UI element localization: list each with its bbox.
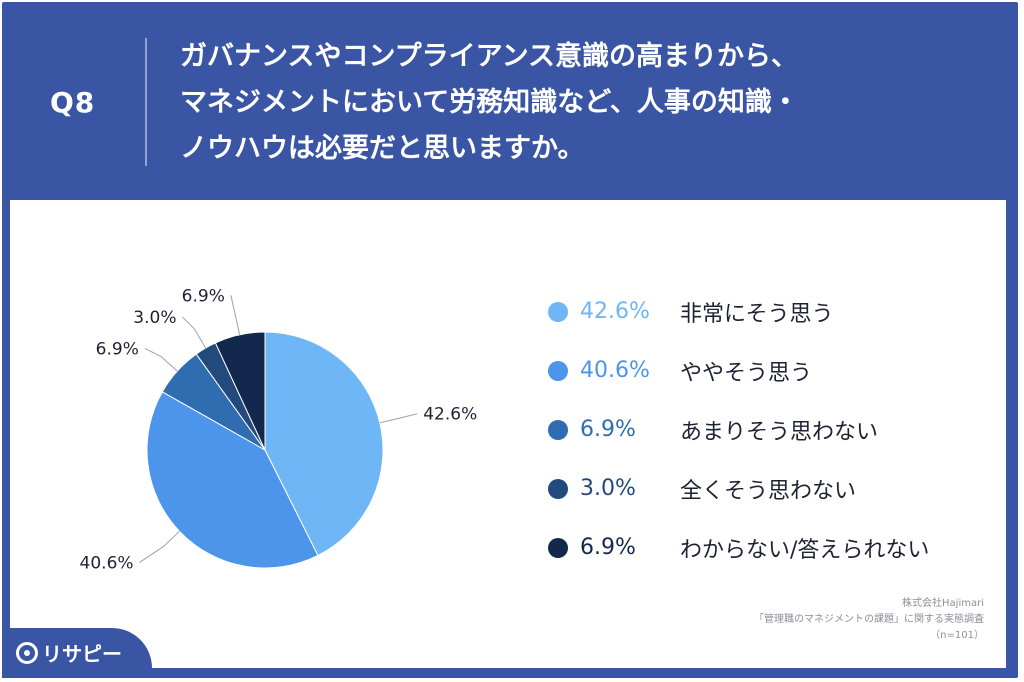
leader-line bbox=[379, 413, 418, 424]
legend-item: 42.6% 非常にそう思う bbox=[548, 282, 988, 341]
legend-swatch bbox=[548, 537, 568, 558]
legend-item: 6.9% あまりそう思わない bbox=[548, 400, 988, 459]
source-line: 株式会社Hajimari bbox=[902, 598, 984, 609]
legend-label: わからない/答えられない bbox=[680, 537, 930, 563]
legend-percent: 40.6% bbox=[580, 358, 650, 383]
legend-swatch bbox=[548, 419, 568, 440]
legend-item: 3.0% 全くそう思わない bbox=[548, 459, 988, 518]
pie-slice bbox=[214, 331, 266, 451]
legend-label: 全くそう思わない bbox=[680, 478, 857, 504]
leader-line bbox=[144, 347, 178, 372]
pie-slice bbox=[264, 331, 384, 557]
question-number: Q8 bbox=[50, 86, 96, 119]
logo-mark-icon bbox=[16, 641, 38, 664]
leader-line bbox=[139, 530, 180, 563]
legend-swatch bbox=[548, 478, 568, 499]
source-line: （n=101） bbox=[930, 630, 984, 641]
header-divider bbox=[145, 38, 147, 166]
legend-percent: 3.0% bbox=[580, 476, 636, 501]
slice-label: 40.6% bbox=[80, 553, 134, 573]
legend-label: 非常にそう思う bbox=[680, 301, 834, 327]
pie-chart: 42.6% 40.6% 6.9% 3.0% 6.9% bbox=[80, 286, 478, 573]
legend-percent: 42.6% bbox=[580, 299, 650, 324]
legend-swatch bbox=[548, 360, 568, 381]
question-title-line: マネジメントにおいて労務知識など、人事の知識・ bbox=[180, 87, 799, 118]
chart-card: 42.6% 40.6% 6.9% 3.0% 6.9% 42.6% 非常にそう思う 40.… bbox=[10, 200, 1006, 668]
logo-text: リサピー bbox=[42, 642, 122, 666]
legend: 42.6% 非常にそう思う 40.6% ややそう思う 6.9% あまりそう思わな… bbox=[548, 282, 988, 577]
source-line: 「管理職のマネジメントの課題」に関する実態調査 bbox=[754, 614, 984, 625]
legend-item: 6.9% わからない/答えられない bbox=[548, 518, 988, 577]
slice-label: 42.6% bbox=[423, 405, 477, 425]
legend-percent: 6.9% bbox=[580, 535, 636, 560]
question-title-line: ノウハウは必要だと思いますか。 bbox=[180, 133, 585, 164]
leader-line bbox=[230, 295, 241, 335]
slice-label: 6.9% bbox=[96, 339, 139, 359]
legend-label: ややそう思う bbox=[680, 360, 813, 386]
question-title: ガバナンスやコンプライアンス意識の高まりから、 マネジメントにおいて労務知識など… bbox=[180, 34, 980, 172]
question-title-line: ガバナンスやコンプライアンス意識の高まりから、 bbox=[180, 41, 799, 72]
legend-swatch bbox=[548, 301, 568, 322]
source-note: 株式会社Hajimari 「管理職のマネジメントの課題」に関する実態調査 （n=… bbox=[754, 596, 984, 644]
slice-label: 3.0% bbox=[133, 308, 176, 328]
slice-label: 6.9% bbox=[182, 286, 225, 306]
legend-percent: 6.9% bbox=[580, 417, 636, 442]
legend-item: 40.6% ややそう思う bbox=[548, 341, 988, 400]
brand-logo: リサピー bbox=[16, 638, 122, 667]
leader-line bbox=[182, 316, 207, 349]
legend-label: あまりそう思わない bbox=[680, 419, 879, 445]
